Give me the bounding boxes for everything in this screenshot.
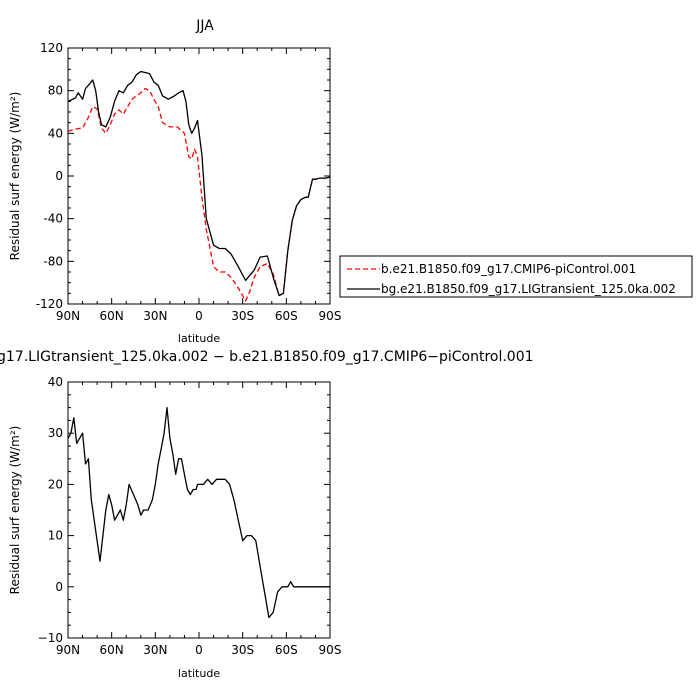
top-y-tick-label: -40 [43, 212, 63, 226]
bottom-x-tick-label: 0 [195, 643, 203, 657]
top-x-tick-label: 60N [100, 309, 124, 323]
top-plot-frame [67, 47, 331, 305]
bottom-chart-title: bg.e21.B1850.f09_g17.LIGtransient_125.0k… [0, 349, 534, 365]
bottom-panel: bg.e21.B1850.f09_g17.LIGtransient_125.0k… [0, 349, 534, 680]
bottom-x-ticks: 90N 60N 30N 0 30S 60S 90S [56, 382, 342, 657]
bottom-x-tick-label: 90S [319, 643, 342, 657]
bottom-series-group [67, 406, 330, 619]
bottom-y-tick-label: 10 [48, 529, 63, 543]
bottom-y-tick-label: 30 [48, 426, 63, 440]
top-series-line-1 [67, 70, 331, 297]
bottom-y-tick-label: 20 [48, 477, 63, 491]
top-y-tick-label: 0 [55, 169, 63, 183]
bottom-series-line-0 [67, 406, 330, 619]
bottom-y-axis-label: Residual surf energy (W/m²) [8, 426, 22, 595]
bottom-x-tick-label: 30N [143, 643, 167, 657]
bottom-x-tick-label: 60N [100, 643, 124, 657]
top-x-tick-label: 30N [143, 309, 167, 323]
top-y-ticks: -120 -80 -40 0 40 80 120 [36, 41, 330, 311]
top-series-line-0 [67, 87, 331, 302]
top-y-tick-label: -120 [36, 297, 63, 311]
top-x-axis-label: latitude [178, 332, 220, 345]
top-x-tick-label: 0 [195, 309, 203, 323]
top-x-tick-label: 60S [275, 309, 298, 323]
top-y-tick-label: 40 [48, 126, 63, 140]
top-x-tick-label: 90S [319, 309, 342, 323]
top-y-tick-label: -80 [43, 254, 63, 268]
top-x-ticks: 90N 60N 30N 0 30S 60S 90S [56, 48, 342, 323]
legend-label-picontrol: b.e21.B1850.f09_g17.CMIP6-piControl.001 [381, 262, 636, 276]
legend-box [339, 255, 693, 298]
bottom-x-axis-label: latitude [178, 667, 220, 680]
bottom-x-tick-label: 30S [231, 643, 254, 657]
top-series-group [67, 70, 331, 302]
legend-label-ligtransient: bg.e21.B1850.f09_g17.LIGtransient_125.0k… [381, 282, 676, 296]
top-y-tick-label: 120 [40, 41, 63, 55]
bottom-x-tick-label: 90N [56, 643, 80, 657]
bottom-plot-frame [67, 381, 331, 639]
top-y-axis-label: Residual surf energy (W/m²) [8, 92, 22, 261]
bottom-y-tick-label: 0 [55, 580, 63, 594]
legend: b.e21.B1850.f09_g17.CMIP6-piControl.001 … [339, 255, 693, 298]
top-chart-title: JJA [195, 18, 214, 34]
top-y-tick-label: 80 [48, 84, 63, 98]
bottom-y-tick-label: 40 [48, 375, 63, 389]
bottom-x-tick-label: 60S [275, 643, 298, 657]
top-x-tick-label: 90N [56, 309, 80, 323]
bottom-y-tick-label: −10 [38, 631, 63, 645]
bottom-y-ticks: −10 0 10 20 30 40 [38, 375, 330, 645]
top-x-tick-label: 30S [231, 309, 254, 323]
